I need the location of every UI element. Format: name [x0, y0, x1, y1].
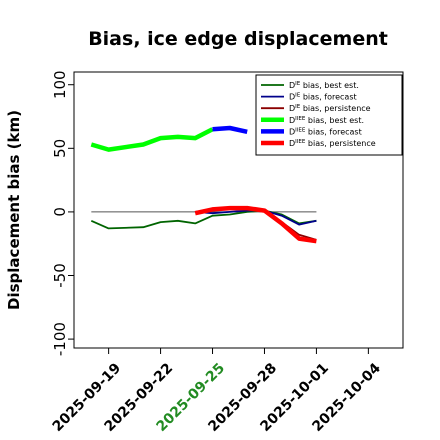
y-tick-label: 100: [51, 70, 69, 99]
y-tick-label: 50: [51, 139, 69, 158]
series-line-6: [194, 205, 317, 244]
series-line-5: [212, 125, 248, 134]
y-tick-label: -50: [51, 263, 69, 288]
legend-entry-label: DIIEE bias, persistence: [289, 139, 376, 148]
series-line-4: [90, 127, 214, 152]
legend-entry-label: DIE bias, persistence: [289, 104, 371, 113]
y-axis-label: Displacement bias (km): [5, 110, 23, 310]
legend-entry-label: DIIEE bias, best est.: [289, 116, 364, 125]
series-line-1: [90, 209, 317, 230]
chart-title: Bias, ice edge displacement: [88, 28, 388, 50]
legend-entry-label: DIIEE bias, forecast: [289, 127, 362, 136]
y-tick-label: 0: [51, 207, 69, 217]
legend-entry-label: DIE bias, forecast: [289, 93, 357, 102]
legend-entry-label: DIE bias, best est.: [289, 81, 359, 90]
y-tick-label: -100: [51, 322, 69, 356]
